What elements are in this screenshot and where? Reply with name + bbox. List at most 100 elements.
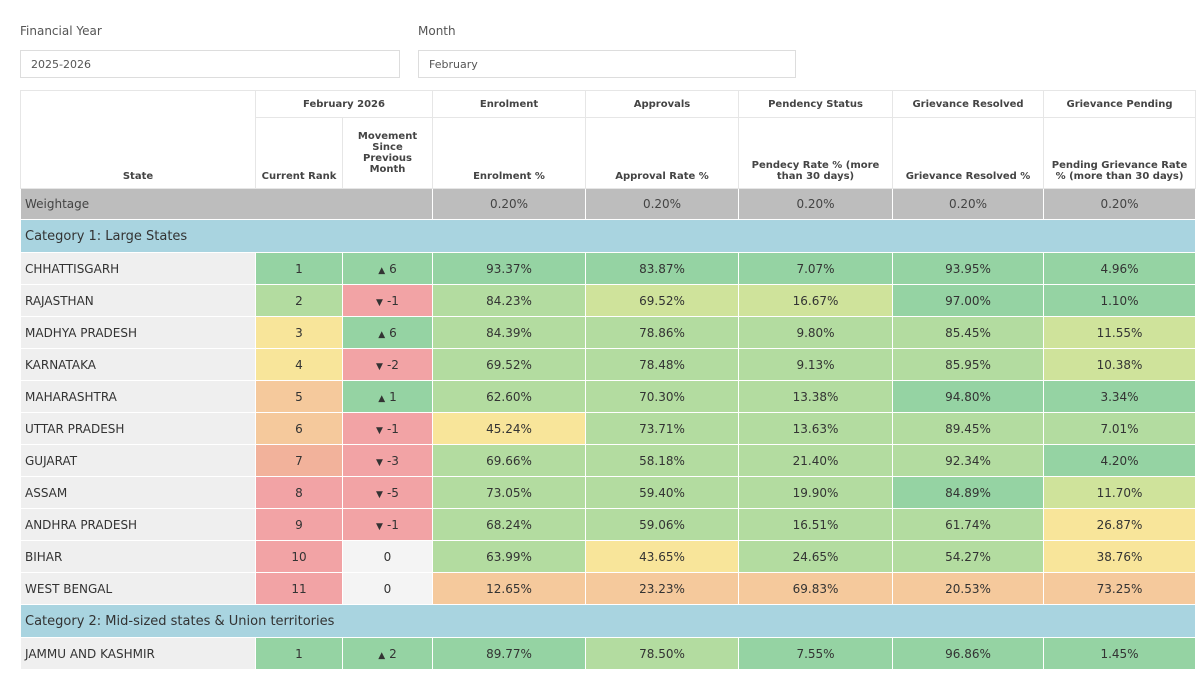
column-header: Current Rank <box>255 117 343 189</box>
metric-cell: 1 <box>255 637 343 670</box>
column-header: Movement Since Previous Month <box>342 117 433 189</box>
metric-cell: 54.27% <box>892 540 1044 573</box>
metric-cell: 92.34% <box>892 444 1044 477</box>
movement-value: 0 <box>383 581 392 596</box>
metric-cell: 85.45% <box>892 316 1044 349</box>
ranking-table: State February 2026 Enrolment Approvals Pend… <box>20 90 1196 670</box>
metric-cell: 59.40% <box>585 476 739 509</box>
metric-cell: 13.38% <box>738 380 893 413</box>
metric-cell: 93.95% <box>892 252 1044 285</box>
metric-cell: 69.66% <box>432 444 586 477</box>
metric-cell: 4.96% <box>1043 252 1196 285</box>
metric-cell: 10.38% <box>1043 348 1196 381</box>
metric-cell: 78.86% <box>585 316 739 349</box>
metric-cell: 13.63% <box>738 412 893 445</box>
metric-cell: 16.67% <box>738 284 893 317</box>
header-row: State February 2026 Enrolment Approvals Pend… <box>20 90 1196 189</box>
metric-cell: ▼ -1 <box>342 508 433 541</box>
metric-cell: 84.23% <box>432 284 586 317</box>
metric-cell: 63.99% <box>432 540 586 573</box>
metric-cell: ▼ -1 <box>342 284 433 317</box>
movement-arrow: ▼ <box>376 361 383 372</box>
weightage-label: Weightage <box>20 188 433 220</box>
metric-cell: 70.30% <box>585 380 739 413</box>
state-row: BIHAR 10 0 63.99% 43.65% 24.65% 54.27% 38.76% <box>20 540 1196 573</box>
metric-cell: 10 <box>255 540 343 573</box>
movement-value: -1 <box>386 421 399 436</box>
metric-cell: 0 <box>342 572 433 605</box>
metric-cell: 97.00% <box>892 284 1044 317</box>
metric-cell: 26.87% <box>1043 508 1196 541</box>
state-name: MAHARASHTRA <box>20 380 256 413</box>
metric-cell: 43.65% <box>585 540 739 573</box>
state-row: CHHATTISGARH 1 ▲ 6 93.37% 83.87% 7.07% 93.95% 4.… <box>20 252 1196 285</box>
metric-cell: 16.51% <box>738 508 893 541</box>
metric-cell: 58.18% <box>585 444 739 477</box>
movement-arrow: ▲ <box>378 265 386 276</box>
state-name: RAJASTHAN <box>20 284 256 317</box>
header-row: Current Rank Movement Since Previous Mont… <box>21 117 1196 189</box>
metric-cell: 61.74% <box>892 508 1044 541</box>
column-header: Pending Grievance Rate % (more than 30 d… <box>1043 117 1196 189</box>
metric-cell: 83.87% <box>585 252 739 285</box>
metric-cell: 84.89% <box>892 476 1044 509</box>
metric-cell: 1.45% <box>1043 637 1196 670</box>
metric-cell: ▼ -2 <box>342 348 433 381</box>
metric-cell: 84.39% <box>432 316 586 349</box>
group-header: February 2026 <box>255 90 433 118</box>
metric-cell: 89.45% <box>892 412 1044 445</box>
metric-cell: ▲ 2 <box>342 637 433 670</box>
filter: Financial Year 2025-2026 <box>20 24 400 78</box>
state-row: UTTAR PRADESH 6 ▼ -1 45.24% 73.71% 13.63% 89.45… <box>20 412 1196 445</box>
filter-select[interactable]: 2025-2026 <box>20 50 400 78</box>
metric-cell: 11 <box>255 572 343 605</box>
metric-cell: 7.55% <box>738 637 893 670</box>
column-header: Pendecy Rate % (more than 30 days) <box>738 117 893 189</box>
metric-cell: 21.40% <box>738 444 893 477</box>
state-name: WEST BENGAL <box>20 572 256 605</box>
movement-arrow: ▼ <box>376 425 383 436</box>
metric-cell: 73.71% <box>585 412 739 445</box>
state-name: UTTAR PRADESH <box>20 412 256 445</box>
state-row: JAMMU AND KASHMIR 1 ▲ 2 89.77% 78.50% 7.55% 96.… <box>20 637 1196 670</box>
movement-value: 6 <box>389 261 397 276</box>
category-row: Category 1: Large States <box>20 219 1196 253</box>
metric-cell: 19.90% <box>738 476 893 509</box>
metric-cell: 89.77% <box>432 637 586 670</box>
filter-select[interactable]: February <box>418 50 796 78</box>
movement-value: -1 <box>386 517 399 532</box>
state-name: ASSAM <box>20 476 256 509</box>
metric-cell: 93.37% <box>432 252 586 285</box>
group-header: Enrolment <box>432 90 586 118</box>
metric-cell: 94.80% <box>892 380 1044 413</box>
group-header: Pendency Status <box>738 90 893 118</box>
movement-arrow: ▲ <box>378 393 386 404</box>
metric-cell: 1.10% <box>1043 284 1196 317</box>
movement-arrow: ▼ <box>376 297 383 308</box>
state-name: KARNATAKA <box>20 348 256 381</box>
metric-cell: 9.80% <box>738 316 893 349</box>
weightage-value: 0.20% <box>585 188 739 220</box>
metric-cell: 1 <box>255 252 343 285</box>
metric-cell: 7.01% <box>1043 412 1196 445</box>
weightage-value: 0.20% <box>738 188 893 220</box>
movement-value: -3 <box>386 453 399 468</box>
metric-cell: 4 <box>255 348 343 381</box>
weightage-value: 0.20% <box>892 188 1044 220</box>
column-header: Enrolment % <box>432 117 586 189</box>
state-row: RAJASTHAN 2 ▼ -1 84.23% 69.52% 16.67% 97.00% 1.1… <box>20 284 1196 317</box>
movement-value: 1 <box>389 389 397 404</box>
metric-cell: 5 <box>255 380 343 413</box>
state-name: GUJARAT <box>20 444 256 477</box>
movement-value: 6 <box>389 325 397 340</box>
metric-cell: 73.25% <box>1043 572 1196 605</box>
movement-arrow: ▼ <box>376 457 383 468</box>
metric-cell: 0 <box>342 540 433 573</box>
state-row: ANDHRA PRADESH 9 ▼ -1 68.24% 59.06% 16.51% 61.7… <box>20 508 1196 541</box>
metric-cell: 9 <box>255 508 343 541</box>
metric-cell: 8 <box>255 476 343 509</box>
metric-cell: 78.48% <box>585 348 739 381</box>
metric-cell: 69.52% <box>432 348 586 381</box>
movement-arrow: ▼ <box>376 521 383 532</box>
